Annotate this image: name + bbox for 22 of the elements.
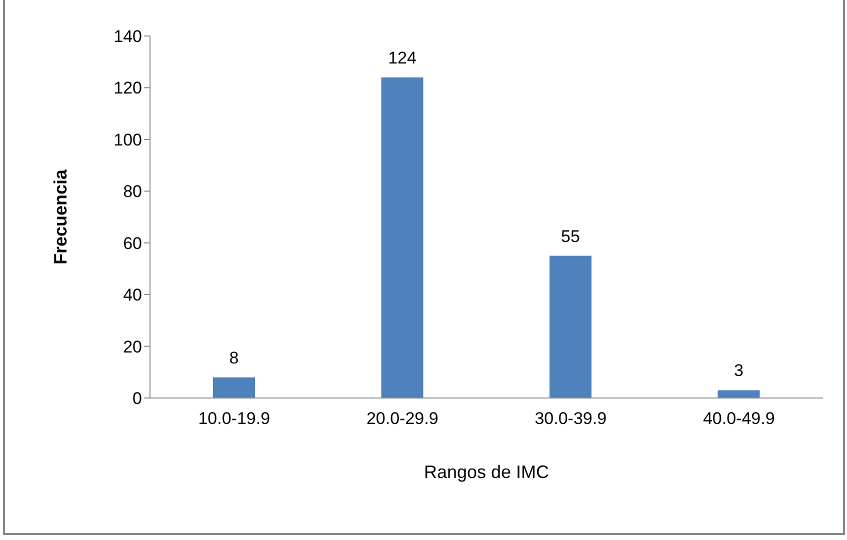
bar xyxy=(213,377,255,398)
y-tick-label: 40 xyxy=(123,286,142,305)
bar xyxy=(718,390,760,398)
y-tick-label: 80 xyxy=(123,182,142,202)
y-tick-label: 20 xyxy=(123,337,142,356)
y-tick-label: 60 xyxy=(123,234,142,253)
data-label: 3 xyxy=(734,361,744,380)
bar xyxy=(381,77,424,398)
data-label: 55 xyxy=(561,226,580,246)
y-axis-title: Frecuencia xyxy=(50,168,70,265)
data-label: 8 xyxy=(229,348,239,368)
y-tick-label: 0 xyxy=(132,389,142,408)
x-tick-label: 20.0-29.9 xyxy=(366,409,438,428)
x-tick-label: 40.0-49.9 xyxy=(702,409,775,428)
y-tick-label: 120 xyxy=(114,78,142,98)
x-tick-label: 30.0-39.9 xyxy=(534,409,607,428)
bar xyxy=(550,256,592,398)
x-axis-title: Rangos de IMC xyxy=(424,462,550,482)
data-label: 124 xyxy=(388,48,416,68)
y-tick-label: 140 xyxy=(114,27,142,46)
y-tick-label: 100 xyxy=(114,130,142,150)
x-tick-label: 10.0-19.9 xyxy=(198,409,270,428)
